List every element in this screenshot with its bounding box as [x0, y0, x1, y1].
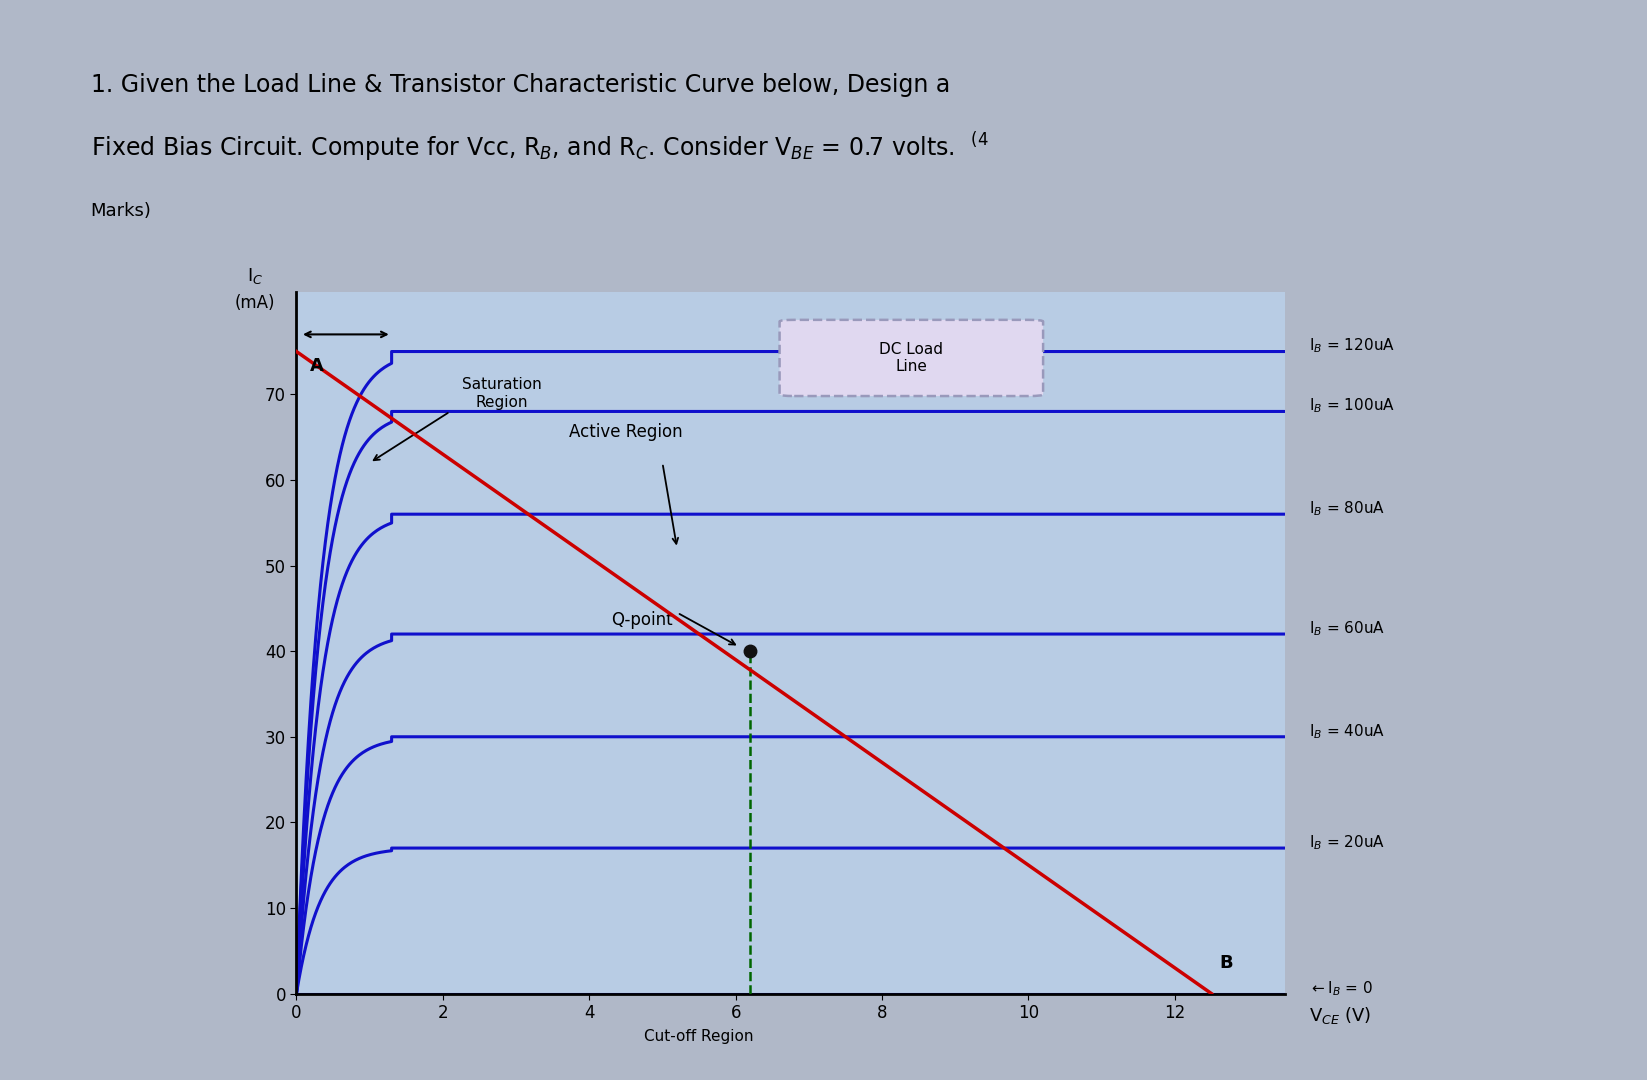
Text: $\leftarrow$I$_B$ = 0: $\leftarrow$I$_B$ = 0: [1309, 978, 1374, 998]
Text: Cut-off Region: Cut-off Region: [644, 1028, 754, 1043]
Text: V$_{CE}$ (V): V$_{CE}$ (V): [1309, 1004, 1372, 1026]
Text: I$_C$: I$_C$: [247, 266, 264, 286]
Text: Marks): Marks): [91, 202, 152, 220]
Text: B: B: [1220, 954, 1234, 972]
Text: 1. Given the Load Line & Transistor Characteristic Curve below, Design a: 1. Given the Load Line & Transistor Char…: [91, 72, 950, 97]
FancyBboxPatch shape: [779, 320, 1043, 396]
Text: I$_B$ = 100uA: I$_B$ = 100uA: [1309, 396, 1395, 416]
Text: I$_B$ = 80uA: I$_B$ = 80uA: [1309, 499, 1385, 518]
Text: I$_B$ = 20uA: I$_B$ = 20uA: [1309, 834, 1385, 852]
Text: Saturation
Region: Saturation Region: [461, 377, 542, 409]
Text: I$_B$ = 60uA: I$_B$ = 60uA: [1309, 619, 1385, 638]
Text: I$_B$ = 40uA: I$_B$ = 40uA: [1309, 723, 1385, 741]
Text: I$_B$ = 120uA: I$_B$ = 120uA: [1309, 337, 1395, 355]
Text: (mA): (mA): [236, 294, 275, 312]
Text: Active Region: Active Region: [570, 423, 682, 441]
Text: A: A: [310, 356, 323, 375]
Text: DC Load
Line: DC Load Line: [879, 341, 944, 374]
Text: Q-point: Q-point: [611, 611, 674, 630]
Text: Fixed Bias Circuit. Compute for Vcc, R$_B$, and R$_C$. Consider V$_{BE}$ = 0.7 v: Fixed Bias Circuit. Compute for Vcc, R$_…: [91, 131, 988, 164]
